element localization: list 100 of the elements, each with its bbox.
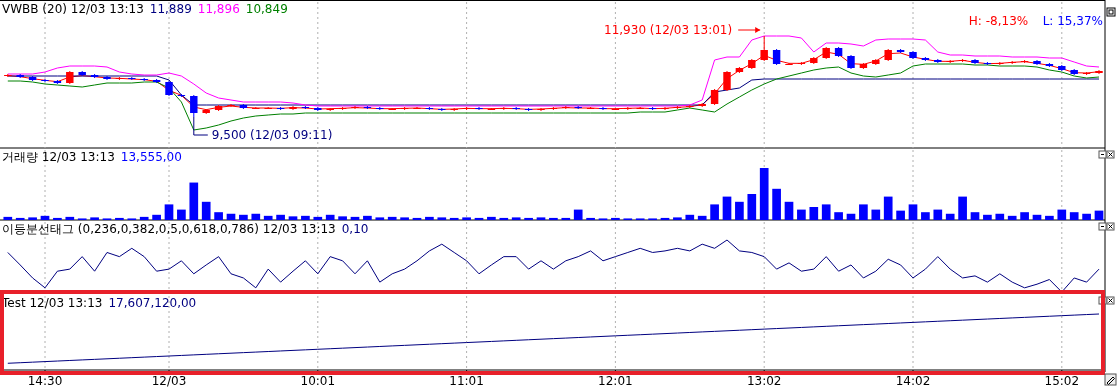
candlestick: [599, 106, 607, 111]
bar: [375, 217, 385, 220]
bar: [945, 213, 955, 220]
bar: [908, 204, 918, 220]
bar: [821, 204, 831, 220]
bar: [573, 209, 583, 220]
text: 11,889: [149, 2, 192, 16]
bar: [995, 213, 1005, 220]
chart-title: VWBB (20) 12/03 13:13: [2, 2, 144, 16]
bar: [784, 201, 794, 220]
bar: [90, 217, 99, 220]
bar: [65, 216, 75, 220]
x-tick-label: 12:01: [598, 374, 633, 388]
annotation: 11,930 (12/03 13:01): [604, 23, 733, 37]
bar: [387, 216, 397, 220]
bar: [859, 204, 868, 220]
bar: [561, 217, 571, 220]
text: H: -8,13%: [968, 14, 1029, 28]
bar: [115, 217, 124, 220]
series-label: 13,555,00: [120, 150, 182, 164]
bar: [958, 196, 967, 220]
bar: [797, 209, 806, 220]
bar: [487, 216, 496, 220]
bar: [809, 207, 819, 220]
bar: [53, 217, 62, 220]
x-tick-label: 14:02: [895, 374, 931, 388]
bar: [871, 209, 881, 220]
bar: [1020, 212, 1029, 220]
bar: [1007, 215, 1017, 220]
bar: [164, 204, 174, 220]
bar: [139, 216, 149, 220]
candlestick: [723, 70, 731, 92]
bar: [301, 215, 310, 220]
candlestick: [190, 94, 198, 118]
text: 10,849: [245, 2, 288, 16]
candlestick: [103, 75, 111, 81]
bar: [697, 215, 707, 220]
bar: [425, 216, 434, 220]
candlestick: [785, 62, 793, 66]
bar: [896, 210, 905, 220]
text: L: 15,37%: [1042, 14, 1103, 28]
bar: [611, 217, 620, 220]
bar: [983, 214, 992, 220]
bar: [3, 216, 13, 220]
bar: [338, 216, 347, 220]
x-tick-label: 12/03: [151, 374, 187, 388]
bar: [437, 217, 447, 220]
bar: [363, 215, 372, 220]
x-tick-label: 11:01: [449, 374, 484, 388]
bar: [511, 217, 521, 220]
bar: [536, 217, 546, 220]
bar: [251, 213, 261, 220]
chart-title: Test 12/03 13:13: [1, 296, 103, 310]
bar: [499, 217, 509, 220]
bar: [759, 168, 769, 220]
bar: [288, 216, 298, 220]
bar: [735, 201, 744, 220]
bar: [747, 194, 757, 220]
bar: [549, 217, 558, 220]
bar: [1045, 215, 1054, 220]
bar: [400, 217, 409, 220]
candlestick: [41, 78, 49, 83]
bar: [883, 196, 893, 220]
bar: [933, 209, 943, 220]
bar: [177, 209, 186, 220]
bar: [189, 182, 199, 220]
bar: [263, 215, 273, 220]
chart-title: 이등분선태그 (0,236,0,382,0,5,0,618,0,786) 12/03 13:13: [2, 222, 336, 236]
bar: [1069, 212, 1079, 220]
bar: [1057, 209, 1067, 220]
series-label: 0,10: [341, 222, 369, 236]
bar: [201, 201, 211, 220]
bar: [970, 212, 980, 220]
bar: [673, 217, 682, 220]
bar: [921, 212, 930, 220]
text: 11,896: [197, 2, 240, 16]
bar: [772, 188, 781, 220]
bar: [28, 217, 37, 220]
text: 9,500 (12/03 09:11): [211, 128, 333, 142]
bar: [15, 217, 25, 220]
bar: [685, 214, 695, 220]
x-tick-label: 15:02: [1044, 374, 1080, 388]
bar: [214, 212, 223, 220]
x-tick-label: 14:30: [27, 374, 63, 388]
bar: [722, 196, 732, 220]
bar: [524, 217, 533, 220]
bar: [1082, 213, 1091, 220]
candlestick: [475, 106, 483, 111]
bar: [834, 212, 843, 220]
bar: [586, 217, 595, 220]
bar: [152, 214, 161, 220]
bar: [325, 214, 335, 220]
bar: [313, 216, 323, 220]
bar: [462, 217, 471, 220]
x-tick-label: 13:02: [746, 374, 782, 388]
bar: [449, 217, 459, 220]
bar: [710, 204, 719, 220]
chart-title: 거래량 12/03 13:13: [2, 150, 115, 164]
bar: [276, 214, 285, 220]
candlestick: [227, 103, 235, 108]
